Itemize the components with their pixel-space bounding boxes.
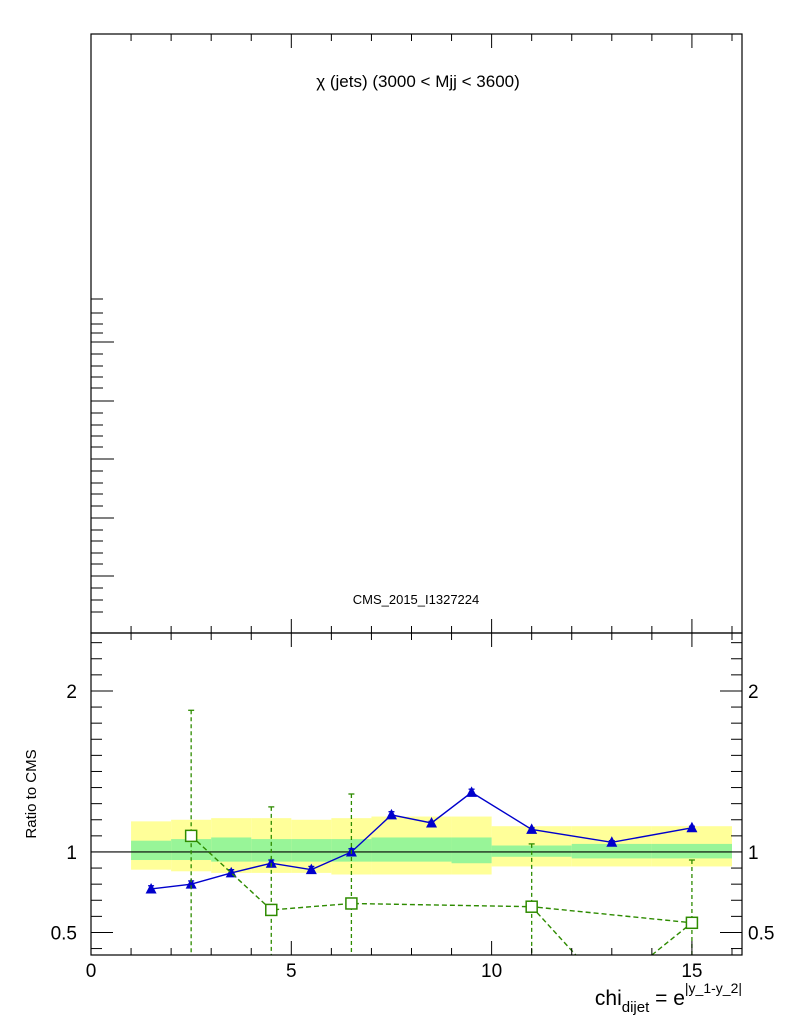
data-point bbox=[685, 916, 699, 930]
data-point bbox=[686, 821, 698, 833]
series-line-segment bbox=[531, 906, 577, 956]
series-layer bbox=[145, 709, 699, 956]
x-axis-label-main: chi bbox=[595, 987, 622, 1010]
data-point bbox=[606, 836, 618, 847]
series-line bbox=[190, 835, 692, 924]
data-point bbox=[385, 808, 397, 820]
y-tick-label-right: 0.5 bbox=[748, 923, 774, 944]
y-tick-label-left: 1 bbox=[66, 843, 77, 864]
data-point bbox=[526, 823, 538, 834]
band-inner-bin bbox=[651, 843, 732, 859]
x-axis-label-eq: = e bbox=[649, 987, 685, 1010]
x-axis-label-sup: |y_1-y_2| bbox=[685, 980, 742, 996]
data-point bbox=[345, 897, 358, 910]
band-inner-bin bbox=[291, 839, 332, 862]
data-point bbox=[525, 900, 538, 913]
band-inner-bin bbox=[451, 837, 492, 864]
x-axis-label-sub: dijet bbox=[622, 999, 650, 1016]
data-point bbox=[184, 829, 198, 843]
y-tick-label-left: 2 bbox=[66, 682, 77, 703]
band-inner-bin bbox=[211, 837, 252, 862]
x-tick-label: 10 bbox=[481, 961, 502, 982]
x-tick-label: 15 bbox=[681, 961, 702, 982]
series-1 bbox=[184, 709, 699, 956]
data-point bbox=[265, 857, 277, 868]
data-point bbox=[185, 878, 197, 889]
y-tick-label-right: 1 bbox=[748, 843, 759, 864]
x-axis-label: chidijet = e|y_1-y_2| bbox=[595, 980, 742, 1016]
upper-panel bbox=[90, 33, 743, 634]
data-point bbox=[426, 816, 438, 828]
upper-panel-frame bbox=[90, 33, 743, 634]
band-inner-bin bbox=[131, 840, 172, 861]
x-tick-label: 5 bbox=[286, 961, 297, 982]
y-tick-label-left: 0.5 bbox=[51, 923, 77, 944]
series-line-segment bbox=[651, 922, 693, 956]
data-point bbox=[305, 863, 317, 875]
annotation-label: CMS_2015_I1327224 bbox=[353, 592, 480, 607]
series-line bbox=[151, 791, 693, 890]
data-point bbox=[145, 882, 157, 894]
band-inner-bin bbox=[171, 839, 212, 861]
chart-title: χ (jets) (3000 < Mjj < 3600) bbox=[316, 72, 520, 91]
ratio-panel-frame bbox=[90, 632, 743, 956]
band-inner-bin bbox=[371, 837, 412, 862]
band-inner-bin bbox=[411, 837, 452, 862]
band-inner-bin bbox=[571, 843, 652, 859]
axis-ticks: 0 5 10 15 0.5 0.5 1 1 2 2 bbox=[51, 633, 774, 982]
y-axis-label: Ratio to CMS bbox=[23, 749, 40, 838]
y-tick-label-right: 2 bbox=[748, 682, 759, 703]
data-point bbox=[466, 786, 478, 797]
x-tick-label: 0 bbox=[86, 961, 97, 982]
data-point bbox=[265, 903, 278, 917]
